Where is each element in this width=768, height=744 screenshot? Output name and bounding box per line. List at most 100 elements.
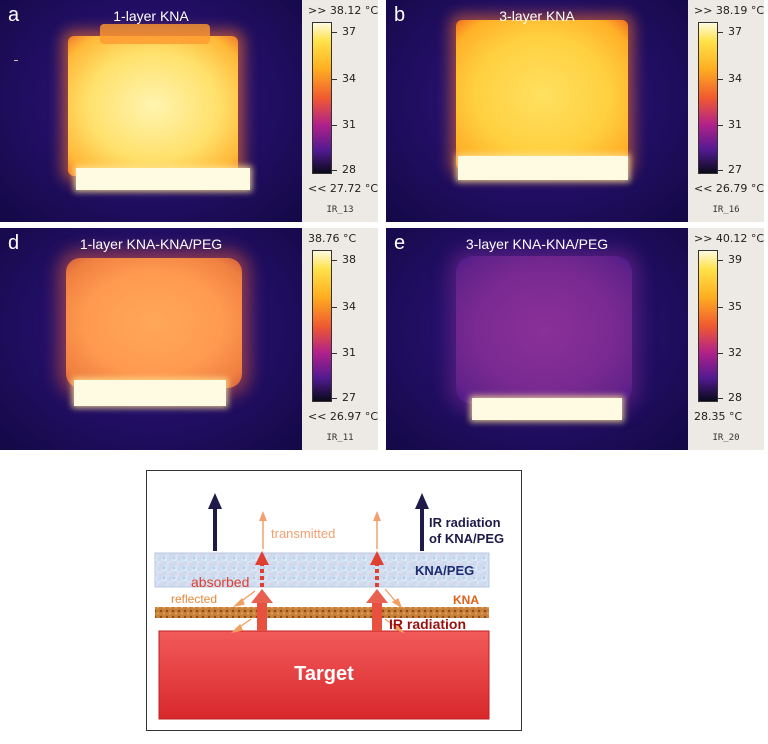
colorbar-tick xyxy=(332,170,337,171)
colorbar xyxy=(698,22,718,174)
colorbar-tick-label: 37 xyxy=(342,25,356,38)
target-block xyxy=(158,630,490,720)
transmitted-arrow-left xyxy=(259,511,267,549)
kna-label: KNA xyxy=(453,593,479,607)
colorbar-tick-label: 27 xyxy=(342,391,356,404)
thermal-image: b 3-layer KNA xyxy=(386,0,688,222)
colorbar xyxy=(312,22,332,174)
colorbar-tick-label: 31 xyxy=(342,118,356,131)
colorbar-tick-label: 28 xyxy=(728,391,742,404)
max-temperature-label: 38.76 °C xyxy=(308,232,357,245)
panel-title: 1-layer KNA xyxy=(113,8,189,24)
bright-bottom-strip xyxy=(76,168,250,190)
min-temperature-label: << 26.97 °C xyxy=(308,410,379,423)
min-temperature-label: 28.35 °C xyxy=(694,410,743,423)
panel-title: 3-layer KNA-KNA/PEG xyxy=(465,236,609,252)
kna-peg-label: KNA/PEG xyxy=(415,563,475,578)
panel-letter: b xyxy=(394,4,406,26)
min-temperature-label: << 27.72 °C xyxy=(308,182,379,195)
colorbar-tick-label: 32 xyxy=(728,346,742,359)
colorbar-tick xyxy=(718,260,723,261)
image-id: IR_11 xyxy=(326,433,354,443)
panel-letter: d xyxy=(8,232,20,254)
colorbar-tick xyxy=(718,353,723,354)
kna-peg-emission-arrow-right xyxy=(415,493,429,551)
bright-bottom-strip xyxy=(458,156,628,180)
target-label: Target xyxy=(294,663,354,685)
sample-top-edge xyxy=(100,24,210,44)
transmitted-arrow-right xyxy=(373,511,381,549)
colorbar xyxy=(312,250,332,402)
max-temperature-label: >> 40.12 °C xyxy=(694,232,765,245)
image-tick-mark xyxy=(14,60,18,61)
colorbar-tick xyxy=(332,398,337,399)
image-id: IR_16 xyxy=(712,205,740,215)
thermal-panel-e: e 3-layer KNA-KNA/PEG >> 40.12 °C 39 35 … xyxy=(386,228,764,450)
colorbar-tick-label: 39 xyxy=(728,253,742,266)
panel-title: 3-layer KNA xyxy=(499,8,575,24)
thermal-panel-b: b 3-layer KNA >> 38.19 °C 37 34 31 27 <<… xyxy=(386,0,764,222)
kna-layer xyxy=(155,607,489,618)
absorbed-label: absorbed xyxy=(191,574,250,590)
colorbar-tick xyxy=(332,79,337,80)
temperature-scale: >> 40.12 °C 39 35 32 28 28.35 °C IR_20 xyxy=(688,228,764,450)
ir-radiation-label: IR radiation xyxy=(389,616,467,632)
colorbar-tick-label: 37 xyxy=(728,25,742,38)
sample-heat-region xyxy=(456,256,632,404)
colorbar-tick-label: 27 xyxy=(728,163,742,176)
kna-peg-layer xyxy=(154,552,490,588)
ir-radiation-kna-peg-label: IR radiation of KNA/PEG xyxy=(429,515,504,547)
reflected-label: reflected xyxy=(171,592,218,606)
colorbar-tick xyxy=(332,307,337,308)
thermal-image: e 3-layer KNA-KNA/PEG xyxy=(386,228,688,450)
colorbar-tick xyxy=(332,260,337,261)
ir-radiation-kna-peg-line1: IR radiation xyxy=(429,515,501,530)
colorbar-tick-label: 28 xyxy=(342,163,356,176)
colorbar-tick xyxy=(718,32,723,33)
sample-heat-region xyxy=(68,36,238,176)
image-id: IR_20 xyxy=(712,433,740,443)
image-id: IR_13 xyxy=(326,205,354,215)
ir-radiation-kna-peg-line2: of KNA/PEG xyxy=(429,531,505,546)
max-temperature-label: >> 38.19 °C xyxy=(694,4,765,17)
panel-letter: a xyxy=(8,4,20,26)
ir-radiation-arrow-right xyxy=(366,551,388,631)
max-temperature-label: >> 38.12 °C xyxy=(308,4,379,17)
ir-mechanism-diagram: transmitted IR radiation of KNA/PEG abso… xyxy=(146,470,522,731)
colorbar-tick-label: 31 xyxy=(342,346,356,359)
thermal-panel-d: d 1-layer KNA-KNA/PEG 38.76 °C 38 34 31 … xyxy=(0,228,378,450)
colorbar-tick xyxy=(332,125,337,126)
reflected-arrows xyxy=(230,588,405,634)
colorbar-tick xyxy=(718,170,723,171)
ir-radiation-arrow-left xyxy=(251,551,273,631)
temperature-scale: >> 38.12 °C 37 34 31 28 << 27.72 °C IR_1… xyxy=(302,0,378,222)
colorbar-tick-label: 34 xyxy=(342,72,356,85)
kna-peg-emission-arrow-left xyxy=(208,493,222,551)
colorbar-tick xyxy=(718,307,723,308)
colorbar-tick xyxy=(718,125,723,126)
colorbar-tick xyxy=(718,398,723,399)
panel-title: 1-layer KNA-KNA/PEG xyxy=(79,236,223,252)
thermal-panel-a: a 1-layer KNA >> 38.12 °C 37 34 31 28 <<… xyxy=(0,0,378,222)
temperature-scale: 38.76 °C 38 34 31 27 << 26.97 °C IR_11 xyxy=(302,228,378,450)
colorbar-tick-label: 34 xyxy=(342,300,356,313)
colorbar-tick-label: 35 xyxy=(728,300,742,313)
bright-bottom-strip xyxy=(472,398,622,420)
colorbar-tick xyxy=(332,32,337,33)
colorbar-tick xyxy=(718,79,723,80)
panel-letter: e xyxy=(394,232,406,254)
bright-bottom-strip xyxy=(74,380,226,406)
thermal-image: a 1-layer KNA xyxy=(0,0,302,222)
diagram-graphics xyxy=(154,493,490,720)
colorbar-tick xyxy=(332,353,337,354)
colorbar-tick-label: 38 xyxy=(342,253,356,266)
min-temperature-label: << 26.79 °C xyxy=(694,182,765,195)
colorbar-tick-label: 34 xyxy=(728,72,742,85)
sample-heat-region xyxy=(456,20,628,170)
colorbar xyxy=(698,250,718,402)
transmitted-label: transmitted xyxy=(271,526,336,541)
thermal-image: d 1-layer KNA-KNA/PEG xyxy=(0,228,302,450)
sample-heat-region xyxy=(66,258,242,388)
temperature-scale: >> 38.19 °C 37 34 31 27 << 26.79 °C IR_1… xyxy=(688,0,764,222)
colorbar-tick-label: 31 xyxy=(728,118,742,131)
